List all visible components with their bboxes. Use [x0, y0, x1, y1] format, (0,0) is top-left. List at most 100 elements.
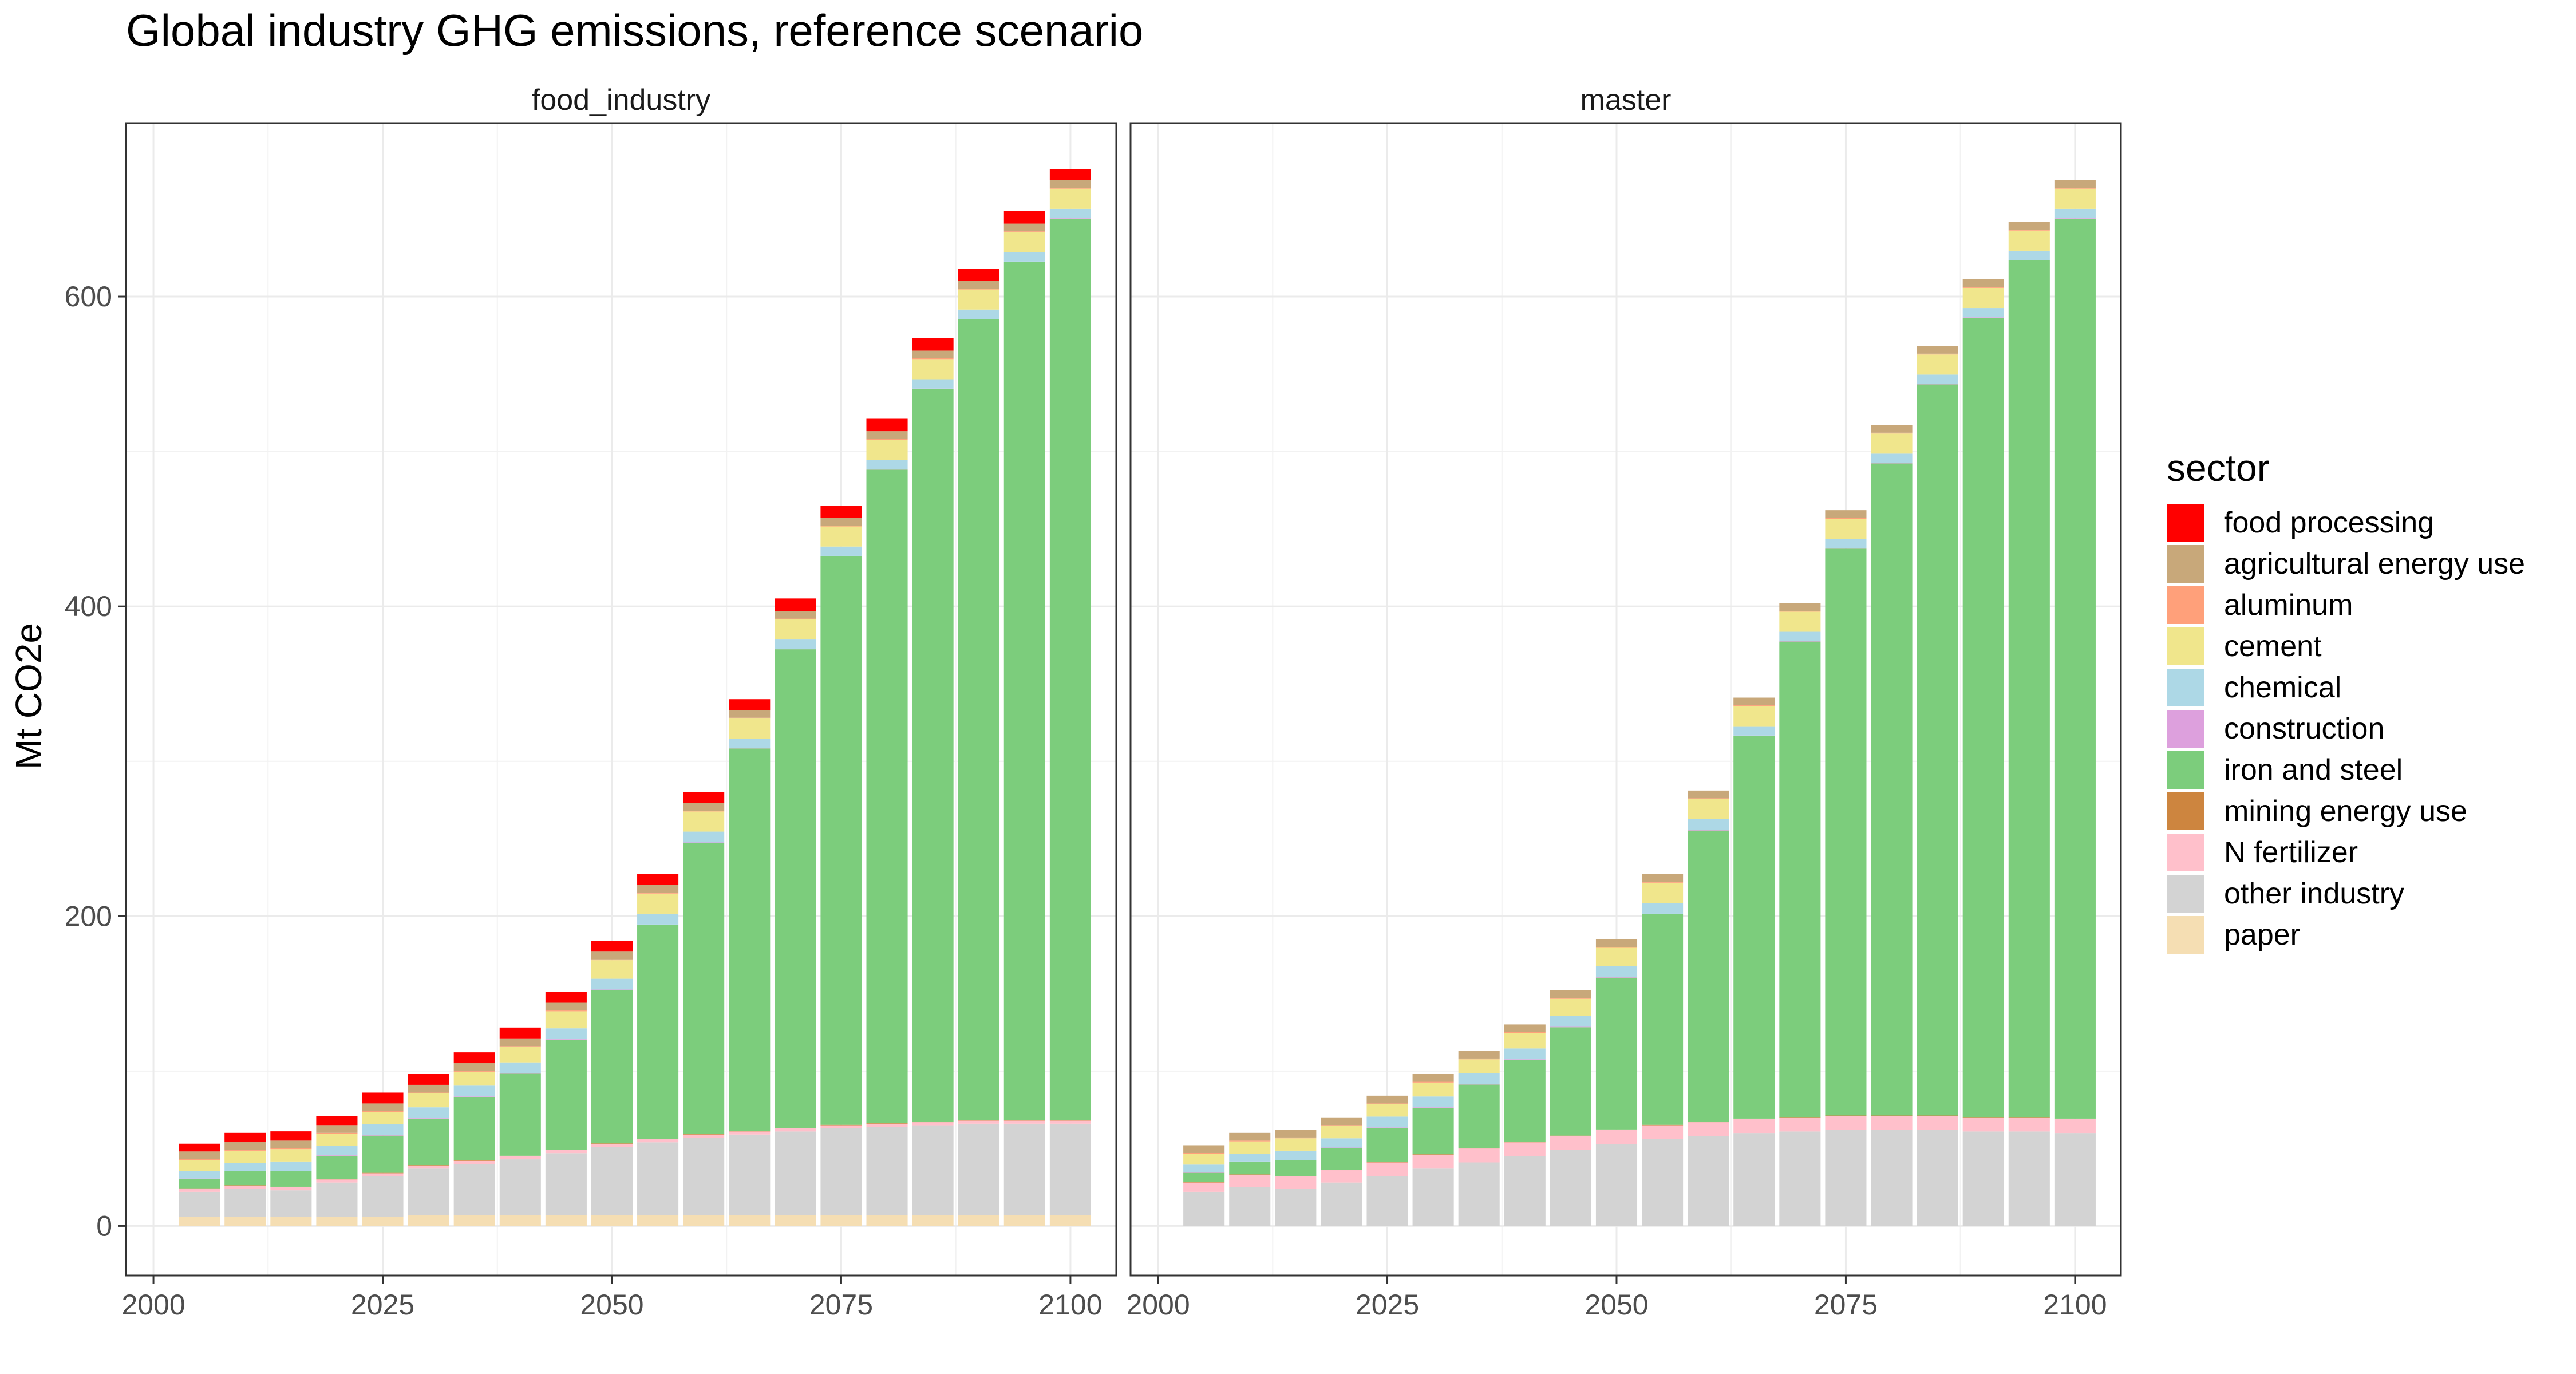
- x-tick-label: 2000: [1126, 1289, 1190, 1321]
- legend-swatch: [2167, 834, 2204, 871]
- legend-swatch: [2167, 545, 2204, 583]
- bar-segment-paper: [912, 1215, 954, 1226]
- bar-segment-aluminum: [1825, 518, 1867, 519]
- bar-segment-chemical: [1550, 1016, 1591, 1027]
- bar-segment-other-industry: [1825, 1130, 1867, 1226]
- bar-segment-food-processing: [362, 1092, 404, 1104]
- bar-segment-iron-and-steel: [453, 1097, 495, 1160]
- bar-segment-n-fertilizer: [1917, 1116, 1958, 1130]
- bar-segment-chemical: [1733, 726, 1775, 736]
- panel-master: master 2000 2025 2050 2075 2100: [1126, 84, 2122, 1321]
- bar-segment-aluminum: [1183, 1152, 1225, 1154]
- bar-segment-chemical: [1049, 208, 1091, 219]
- bar-segment-n-fertilizer: [1458, 1148, 1500, 1163]
- bar-segment-other-industry: [1550, 1150, 1591, 1226]
- bar-segment-food-processing: [408, 1073, 449, 1085]
- bar-segment-cement: [2054, 188, 2096, 209]
- legend-label: cement: [2224, 630, 2322, 663]
- bar-segment-n-fertilizer: [1504, 1142, 1546, 1156]
- bar-segment-construction: [1779, 641, 1821, 642]
- bar-segment-chemical: [1504, 1048, 1546, 1060]
- bar-segment-agricultural-energy-use: [1962, 279, 2004, 287]
- bar-segment-mining-energy-use: [1504, 1142, 1546, 1143]
- bar-segment-agricultural-energy-use: [1871, 425, 1913, 433]
- bar-segment-food-processing: [912, 338, 954, 351]
- bar-segment-n-fertilizer: [1550, 1136, 1591, 1150]
- bar-segment-iron-and-steel: [545, 1039, 587, 1150]
- chart-title: Global industry GHG emissions, reference…: [126, 5, 1143, 56]
- bar-segment-chemical: [912, 379, 954, 389]
- bar-segment-agricultural-energy-use: [958, 281, 999, 289]
- bar-segment-chemical: [2054, 208, 2096, 219]
- bar-segment-construction: [1550, 1026, 1591, 1028]
- bar-segment-agricultural-energy-use: [224, 1142, 266, 1150]
- bar-segment-iron-and-steel: [1688, 830, 1729, 1122]
- bar-segment-other-industry: [1366, 1176, 1408, 1226]
- bar-segment-mining-energy-use: [683, 1134, 725, 1135]
- bar-segment-agricultural-energy-use: [1229, 1132, 1271, 1141]
- bar-segment-paper: [453, 1215, 495, 1226]
- bar-segment-paper: [775, 1215, 816, 1226]
- bar-segment-agricultural-energy-use: [1733, 697, 1775, 706]
- bar-segment-iron-and-steel: [362, 1135, 404, 1173]
- legend-item-aluminum: aluminum: [2167, 586, 2353, 624]
- bar-segment-aluminum: [224, 1150, 266, 1151]
- bar-segment-iron-and-steel: [1183, 1172, 1225, 1182]
- bar-segment-mining-energy-use: [729, 1131, 771, 1132]
- bar-segment-construction: [1504, 1059, 1546, 1060]
- bar-segment-cement: [1733, 706, 1775, 727]
- bar-segment-agricultural-energy-use: [499, 1038, 541, 1047]
- bar-segment-aluminum: [270, 1148, 312, 1150]
- bar-segment-iron-and-steel: [224, 1171, 266, 1186]
- bar-segment-food-processing: [499, 1027, 541, 1039]
- legend-item-iron-and-steel: iron and steel: [2167, 751, 2403, 789]
- panel-strip-label: food_industry: [532, 84, 710, 117]
- bar-segment-agricultural-energy-use: [1504, 1024, 1546, 1032]
- bar-segment-n-fertilizer: [270, 1187, 312, 1191]
- bar-segment-cement: [1825, 519, 1867, 539]
- bar-segment-paper: [866, 1215, 908, 1226]
- bar-segment-aluminum: [316, 1132, 358, 1134]
- bar-segment-n-fertilizer: [1779, 1118, 1821, 1132]
- bar-segment-agricultural-energy-use: [270, 1140, 312, 1148]
- bar-segment-n-fertilizer: [729, 1131, 771, 1135]
- bar-segment-construction: [1917, 384, 1958, 385]
- bar-segment-cement: [2008, 230, 2050, 251]
- bar-segment-cement: [729, 718, 771, 739]
- bar-segment-paper: [637, 1215, 679, 1226]
- bar-segment-cement: [316, 1134, 358, 1146]
- bar-segment-cement: [499, 1047, 541, 1063]
- bar-segment-chemical: [499, 1062, 541, 1073]
- bar-segment-cement: [820, 526, 862, 547]
- bar-segment-n-fertilizer: [362, 1173, 404, 1176]
- bar-segment-chemical: [1321, 1138, 1362, 1148]
- bar-segment-n-fertilizer: [1642, 1125, 1684, 1139]
- bar-segment-aluminum: [499, 1046, 541, 1047]
- bar-segment-iron-and-steel: [499, 1073, 541, 1156]
- bar-segment-chemical: [1003, 252, 1045, 262]
- bar-segment-other-industry: [453, 1164, 495, 1215]
- bar-segment-paper: [545, 1215, 587, 1226]
- legend-label: agricultural energy use: [2224, 547, 2525, 581]
- bar-segment-cement: [866, 440, 908, 460]
- bar-segment-chemical: [2008, 250, 2050, 260]
- bar-segment-cement: [1550, 998, 1591, 1016]
- bar-segment-iron-and-steel: [1550, 1027, 1591, 1136]
- bar-segment-agricultural-energy-use: [729, 710, 771, 718]
- bar-segment-paper: [499, 1215, 541, 1226]
- legend-item-chemical: chemical: [2167, 669, 2341, 706]
- bar-segment-agricultural-energy-use: [453, 1063, 495, 1071]
- bar-segment-n-fertilizer: [1003, 1120, 1045, 1124]
- bar-segment-food-processing: [224, 1132, 266, 1143]
- legend-label: iron and steel: [2224, 753, 2403, 787]
- bar-segment-construction: [1412, 1107, 1454, 1108]
- bar-segment-iron-and-steel: [2008, 260, 2050, 1118]
- bar-segment-paper: [591, 1215, 633, 1226]
- bar-segment-aluminum: [1504, 1032, 1546, 1033]
- bar-segment-other-industry: [683, 1138, 725, 1215]
- bar-segment-food-processing: [270, 1131, 312, 1141]
- bar-segment-agricultural-energy-use: [179, 1151, 220, 1159]
- bar-segment-agricultural-energy-use: [2054, 180, 2096, 188]
- bar-segment-other-industry: [1412, 1168, 1454, 1226]
- bar-segment-chemical: [545, 1028, 587, 1040]
